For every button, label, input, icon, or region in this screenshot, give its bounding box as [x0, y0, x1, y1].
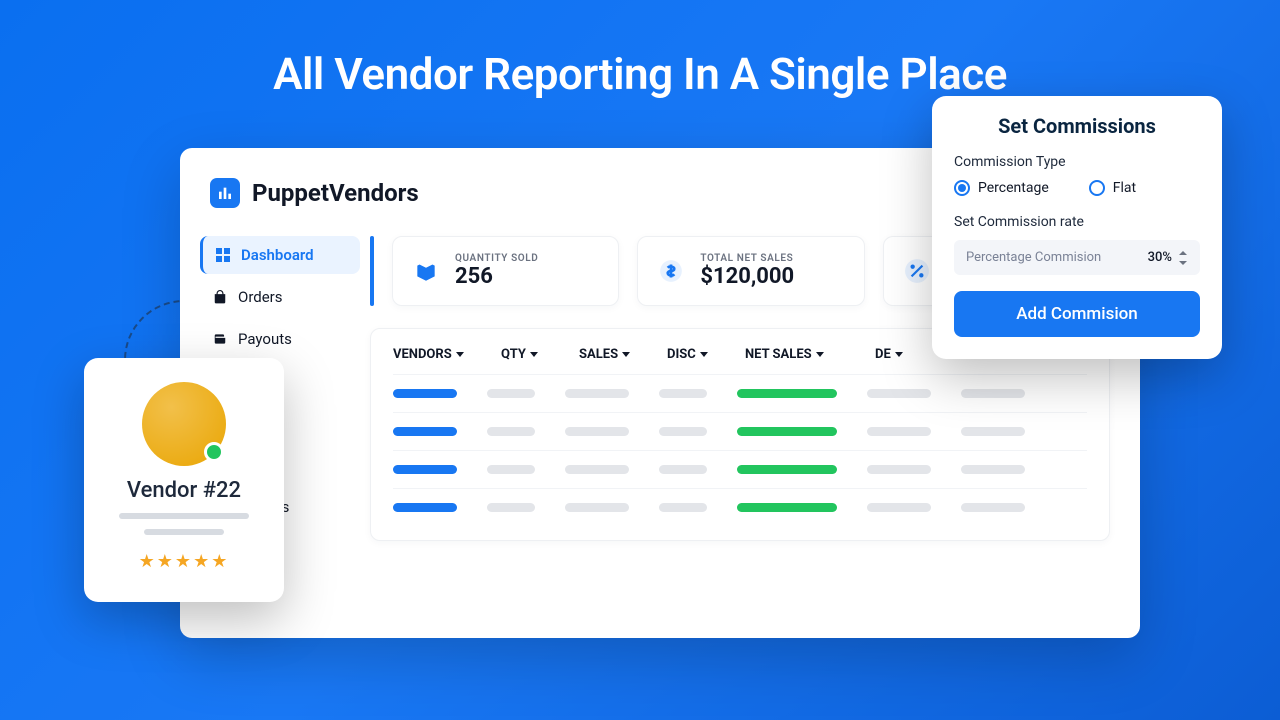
vendor-profile-card: Vendor #22 ★★★★★ — [84, 358, 284, 602]
cell-bar — [659, 465, 707, 474]
stat-label: QUANTITY SOLD — [455, 253, 538, 264]
input-value: 30% — [1148, 250, 1188, 265]
radio-dot-icon — [954, 180, 970, 196]
dollar-icon — [656, 256, 686, 286]
nav-orders[interactable]: Orders — [200, 278, 360, 316]
stat-netsales: TOTAL NET SALES $120,000 — [637, 236, 864, 306]
cell-bar — [867, 503, 931, 512]
cell-bar — [737, 465, 837, 474]
cell-bar — [737, 427, 837, 436]
radio-percentage[interactable]: Percentage — [954, 180, 1049, 196]
cell-bar — [393, 465, 457, 474]
radio-label: Flat — [1113, 180, 1136, 196]
cell-bar — [487, 503, 535, 512]
box-icon — [411, 256, 441, 286]
stat-value: $120,000 — [700, 264, 794, 289]
set-commissions-panel: Set Commissions Commission Type Percenta… — [932, 96, 1222, 359]
skeleton-line — [119, 513, 249, 519]
vendors-table: VENDORS QTY SALES DISC NET SALES DE — [370, 328, 1110, 541]
commissions-title: Set Commissions — [954, 114, 1200, 138]
table-row[interactable] — [393, 450, 1087, 488]
table-column-net-sales[interactable]: NET SALES — [745, 347, 845, 362]
cell-bar — [737, 389, 837, 398]
stat-quantity: QUANTITY SOLD 256 — [392, 236, 619, 306]
cell-bar — [393, 389, 457, 398]
bag-icon — [212, 289, 228, 305]
table-column-disc[interactable]: DISC — [667, 347, 715, 362]
nav-label: Orders — [238, 288, 283, 306]
nav-label: Payouts — [238, 330, 292, 348]
nav-payouts[interactable]: Payouts — [200, 320, 360, 358]
table-row[interactable] — [393, 412, 1087, 450]
table-column-qty[interactable]: QTY — [501, 347, 549, 362]
stepper-icon — [1178, 251, 1188, 265]
add-commission-button[interactable]: Add Commision — [954, 291, 1200, 337]
table-row[interactable] — [393, 374, 1087, 412]
commission-rate-input[interactable]: Percentage Commision 30% — [954, 240, 1200, 275]
app-name: PuppetVendors — [252, 179, 419, 207]
cell-bar — [659, 503, 707, 512]
cell-bar — [867, 389, 931, 398]
cell-bar — [961, 389, 1025, 398]
cell-bar — [867, 427, 931, 436]
vendor-name: Vendor #22 — [104, 478, 264, 503]
cell-bar — [737, 503, 837, 512]
cell-bar — [565, 465, 629, 474]
grid-icon — [215, 247, 231, 263]
radio-label: Percentage — [978, 180, 1049, 196]
stat-value: 256 — [455, 264, 538, 289]
accent-bar — [370, 236, 374, 306]
table-column-vendors[interactable]: VENDORS — [393, 347, 471, 362]
commission-rate-label: Set Commission rate — [954, 214, 1200, 230]
cell-bar — [659, 389, 707, 398]
skeleton-line — [144, 529, 224, 535]
cell-bar — [487, 427, 535, 436]
cell-bar — [565, 389, 629, 398]
cell-bar — [961, 503, 1025, 512]
nav-label: Dashboard — [241, 246, 314, 264]
table-column-sales[interactable]: SALES — [579, 347, 637, 362]
commission-type-group: Percentage Flat — [954, 180, 1200, 196]
cell-bar — [565, 427, 629, 436]
input-placeholder: Percentage Commision — [966, 250, 1101, 265]
cell-bar — [487, 465, 535, 474]
cell-bar — [393, 427, 457, 436]
radio-flat[interactable]: Flat — [1089, 180, 1136, 196]
table-column-de[interactable]: DE — [875, 347, 915, 362]
commission-type-label: Commission Type — [954, 154, 1200, 170]
cell-bar — [961, 427, 1025, 436]
vendor-avatar — [142, 382, 226, 466]
vendor-rating-stars: ★★★★★ — [104, 551, 264, 572]
percent-icon — [902, 256, 932, 286]
cell-bar — [487, 389, 535, 398]
cell-bar — [867, 465, 931, 474]
wallet-icon — [212, 331, 228, 347]
table-row[interactable] — [393, 488, 1087, 526]
cell-bar — [565, 503, 629, 512]
stat-label: TOTAL NET SALES — [700, 253, 794, 264]
cell-bar — [659, 427, 707, 436]
hero-title: All Vendor Reporting In A Single Place — [0, 0, 1280, 100]
cell-bar — [393, 503, 457, 512]
cell-bar — [961, 465, 1025, 474]
logo-icon — [210, 178, 240, 208]
nav-dashboard[interactable]: Dashboard — [200, 236, 360, 274]
radio-dot-icon — [1089, 180, 1105, 196]
